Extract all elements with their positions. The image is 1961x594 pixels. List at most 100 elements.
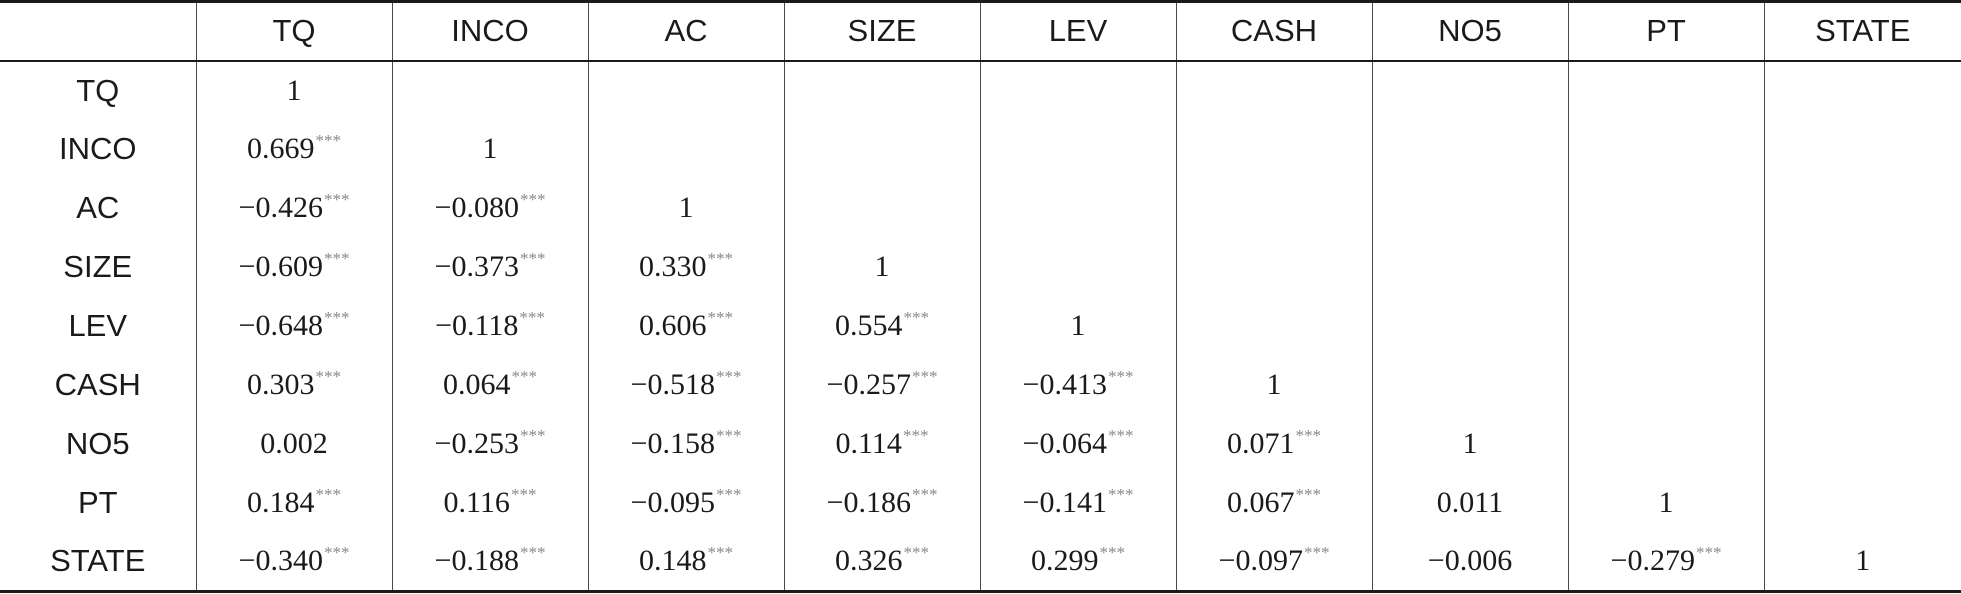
correlation-value: 0.116 [443, 486, 510, 519]
correlation-value: 1 [678, 191, 694, 224]
correlation-value: −0.340 [238, 544, 323, 578]
correlation-cell [1567, 414, 1764, 474]
significance-stars: *** [323, 190, 350, 209]
significance-stars: *** [1107, 367, 1134, 386]
correlation-value: −0.006 [1427, 544, 1513, 578]
correlation-cell: 0.299*** [979, 532, 1176, 593]
significance-stars: *** [519, 249, 546, 268]
significance-stars: *** [1099, 543, 1126, 563]
correlation-cell [979, 119, 1176, 179]
correlation-cell: 1 [195, 60, 392, 120]
correlation-cell: 0.606*** [587, 296, 784, 356]
significance-stars: *** [707, 249, 734, 268]
significance-stars: *** [1107, 485, 1134, 504]
correlation-cell: −0.426*** [195, 178, 392, 238]
column-header: CASH [1175, 0, 1372, 62]
row-label: INCO [59, 131, 137, 166]
table-row: NO5 0.002 −0.253*** −0.158*** 0.114*** −0.064… [0, 414, 1961, 474]
correlation-cell [1763, 296, 1961, 356]
correlation-value: 0.606 [639, 309, 707, 342]
correlation-cell [1763, 178, 1961, 238]
correlation-cell [1371, 237, 1568, 297]
correlation-cell: −0.340*** [195, 532, 392, 593]
correlation-cell: 1 [1763, 532, 1961, 593]
correlation-cell: 0.114*** [783, 414, 980, 474]
correlation-cell [979, 60, 1176, 120]
correlation-cell: −0.095*** [587, 473, 784, 533]
correlation-value: 0.011 [1436, 486, 1504, 519]
significance-stars: *** [715, 485, 742, 504]
correlation-value: −0.141 [1022, 486, 1107, 519]
significance-stars: *** [1303, 543, 1330, 563]
correlation-value: 0.554 [835, 309, 903, 342]
correlation-cell [783, 60, 980, 120]
correlation-cell: 0.303*** [195, 355, 392, 415]
correlation-cell: −0.006 [1371, 532, 1568, 593]
correlation-cell [1763, 237, 1961, 297]
correlation-cell [1763, 414, 1961, 474]
correlation-cell [979, 178, 1176, 238]
correlation-cell: 1 [783, 237, 980, 297]
correlation-cell [1175, 296, 1372, 356]
significance-stars: *** [903, 543, 930, 563]
significance-stars: *** [315, 485, 342, 504]
correlation-cell: 0.071*** [1175, 414, 1372, 474]
correlation-cell: −0.253*** [391, 414, 588, 474]
correlation-cell: 1 [391, 119, 588, 179]
correlation-value: 0.184 [247, 486, 315, 519]
correlation-value: −0.257 [826, 368, 911, 401]
correlation-cell: −0.064*** [979, 414, 1176, 474]
correlation-cell [1175, 237, 1372, 297]
correlation-cell [1371, 178, 1568, 238]
significance-stars: *** [315, 367, 342, 386]
column-header: INCO [391, 0, 588, 62]
correlation-cell: 1 [1567, 473, 1764, 533]
significance-stars: *** [519, 543, 546, 563]
correlation-cell: −0.186*** [783, 473, 980, 533]
correlation-value: −0.373 [434, 250, 519, 283]
significance-stars: *** [911, 485, 938, 504]
correlation-value: 0.330 [639, 250, 707, 283]
correlation-value: −0.253 [434, 427, 519, 460]
correlation-cell: 0.064*** [391, 355, 588, 415]
table-body: TQ 1 INCO 0.669*** 1 AC −0.426*** −0.080*** 1 SIZ… [0, 60, 1961, 593]
column-header: PT [1567, 0, 1764, 62]
row-label: AC [76, 190, 120, 225]
header-row: TQ INCO AC SIZE LEV CASH NO5 PT STATE [0, 0, 1961, 62]
correlation-value: −0.426 [238, 191, 323, 224]
table-row: INCO 0.669*** 1 [0, 119, 1961, 179]
significance-stars: *** [519, 308, 545, 327]
correlation-value: 0.002 [260, 427, 328, 460]
table-row: PT 0.184*** 0.116*** −0.095*** −0.186*** −0.1… [0, 473, 1961, 533]
correlation-cell: 0.326*** [783, 532, 980, 593]
table-row: AC −0.426*** −0.080*** 1 [0, 178, 1961, 238]
correlation-value: −0.609 [238, 250, 323, 283]
correlation-cell: −0.648*** [195, 296, 392, 356]
column-header: AC [587, 0, 784, 62]
correlation-cell: 0.011 [1371, 473, 1568, 533]
significance-stars: *** [715, 367, 742, 386]
correlation-cell: −0.118*** [391, 296, 588, 356]
significance-stars: *** [1107, 426, 1134, 445]
correlation-cell: 0.148*** [587, 532, 784, 593]
correlation-cell [1175, 178, 1372, 238]
correlation-value: 0.064 [443, 368, 511, 401]
correlation-value: 0.114 [835, 427, 902, 460]
correlation-value: −0.097 [1218, 544, 1303, 578]
correlation-value: 1 [1266, 368, 1282, 401]
correlation-cell: 1 [979, 296, 1176, 356]
correlation-cell: −0.413*** [979, 355, 1176, 415]
correlation-value: 1 [874, 250, 890, 283]
correlation-cell [587, 119, 784, 179]
correlation-value: 0.071 [1227, 427, 1295, 460]
column-header: TQ [195, 0, 392, 62]
significance-stars: *** [519, 426, 546, 445]
correlation-cell [1763, 473, 1961, 533]
correlation-cell: 0.554*** [783, 296, 980, 356]
column-header: LEV [979, 0, 1176, 62]
correlation-cell: 0.330*** [587, 237, 784, 297]
correlation-value: −0.186 [826, 486, 911, 519]
correlation-value: 0.303 [247, 368, 315, 401]
correlation-cell: −0.158*** [587, 414, 784, 474]
